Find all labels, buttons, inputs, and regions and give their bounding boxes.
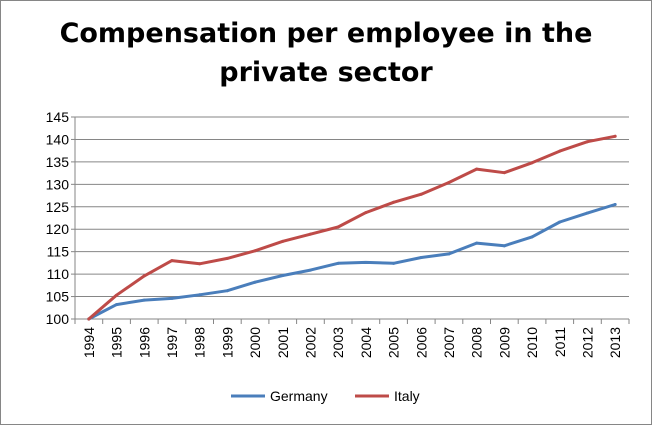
y-tick-label: 100 xyxy=(46,311,70,327)
data-point-italy xyxy=(558,149,562,153)
x-tick-label: 2003 xyxy=(330,327,346,358)
data-point-italy xyxy=(585,140,589,144)
data-point-italy xyxy=(447,181,451,185)
x-tick-label: 2005 xyxy=(386,327,402,358)
data-point-germany xyxy=(585,211,589,215)
chart-title-line-2: private sector xyxy=(219,57,433,88)
gridlines xyxy=(75,116,629,298)
y-tick-label: 145 xyxy=(46,109,70,125)
x-tick-label: 1998 xyxy=(192,327,208,358)
y-tick-label: 105 xyxy=(46,289,70,305)
x-tick-label: 1994 xyxy=(81,327,97,358)
data-point-germany xyxy=(281,273,285,277)
x-tick-label: 2002 xyxy=(302,327,318,358)
data-point-germany xyxy=(392,261,396,265)
y-tick-label: 125 xyxy=(46,199,70,215)
y-tick-label: 115 xyxy=(47,244,70,260)
x-tick-label: 2001 xyxy=(275,327,291,358)
data-point-germany xyxy=(115,303,119,307)
axes xyxy=(71,116,630,324)
data-point-germany xyxy=(308,268,312,272)
x-tick-label: 2009 xyxy=(496,327,512,358)
legend-label-germany: Germany xyxy=(270,388,328,404)
x-tick-label: 1997 xyxy=(164,327,180,358)
x-tick-label: 2010 xyxy=(524,327,540,358)
x-tick-label: 1999 xyxy=(219,327,235,358)
x-tick-label: 2004 xyxy=(358,327,374,358)
x-tick-label: 1996 xyxy=(136,327,152,358)
x-tick-label: 2008 xyxy=(469,327,485,358)
data-point-italy xyxy=(475,167,479,171)
series-lines xyxy=(87,134,617,321)
chart-title-line-1: Compensation per employee in the xyxy=(59,18,593,49)
data-point-germany xyxy=(225,289,229,293)
data-point-italy xyxy=(198,262,202,266)
data-point-germany xyxy=(475,241,479,245)
x-tick-label: 2000 xyxy=(247,327,263,358)
x-tick-label: 2013 xyxy=(607,327,623,358)
data-point-germany xyxy=(502,244,506,248)
data-point-germany xyxy=(253,280,257,284)
legend: Germany Italy xyxy=(231,388,420,404)
x-tick-label: 1995 xyxy=(109,327,125,358)
data-point-germany xyxy=(170,296,174,300)
data-point-italy xyxy=(225,256,229,260)
data-point-italy xyxy=(419,192,423,196)
data-point-italy xyxy=(613,134,617,138)
data-point-italy xyxy=(502,171,506,175)
data-point-italy xyxy=(87,317,91,321)
x-tick-label: 2006 xyxy=(413,327,429,358)
x-tick-label: 2007 xyxy=(441,327,457,358)
data-point-italy xyxy=(142,274,146,278)
y-tick-label: 130 xyxy=(46,176,70,192)
data-point-italy xyxy=(253,249,257,253)
data-point-germany xyxy=(142,298,146,302)
data-point-germany xyxy=(530,235,534,239)
data-point-italy xyxy=(392,200,396,204)
y-tick-label: 140 xyxy=(46,131,70,147)
y-tick-label: 110 xyxy=(47,266,70,282)
data-point-germany xyxy=(198,293,202,297)
data-point-germany xyxy=(558,220,562,224)
series-line-germany xyxy=(87,203,617,321)
data-point-italy xyxy=(530,161,534,165)
data-point-italy xyxy=(115,293,119,297)
data-point-italy xyxy=(308,232,312,236)
y-tick-labels: 100 105 110 115 120 125 130 135 140 145 xyxy=(46,109,70,327)
data-point-germany xyxy=(447,252,451,256)
y-tick-label: 135 xyxy=(46,154,70,170)
chart-title: Compensation per employee in the private… xyxy=(0,14,652,92)
data-point-italy xyxy=(336,225,340,229)
data-point-italy xyxy=(281,239,285,243)
data-point-germany xyxy=(364,260,368,264)
x-tick-label: 2011 xyxy=(552,327,568,357)
series-line-italy xyxy=(87,134,617,321)
y-tick-label: 120 xyxy=(46,221,70,237)
x-tick-label: 2012 xyxy=(579,327,595,358)
data-point-italy xyxy=(364,211,368,215)
data-point-germany xyxy=(336,261,340,265)
x-tick-labels: 1994 1995 1996 1997 1998 1999 2000 2001 2002 2003… xyxy=(81,327,623,358)
legend-label-italy: Italy xyxy=(394,388,420,404)
data-point-germany xyxy=(419,256,423,260)
data-point-italy xyxy=(170,259,174,263)
data-point-germany xyxy=(613,203,617,207)
